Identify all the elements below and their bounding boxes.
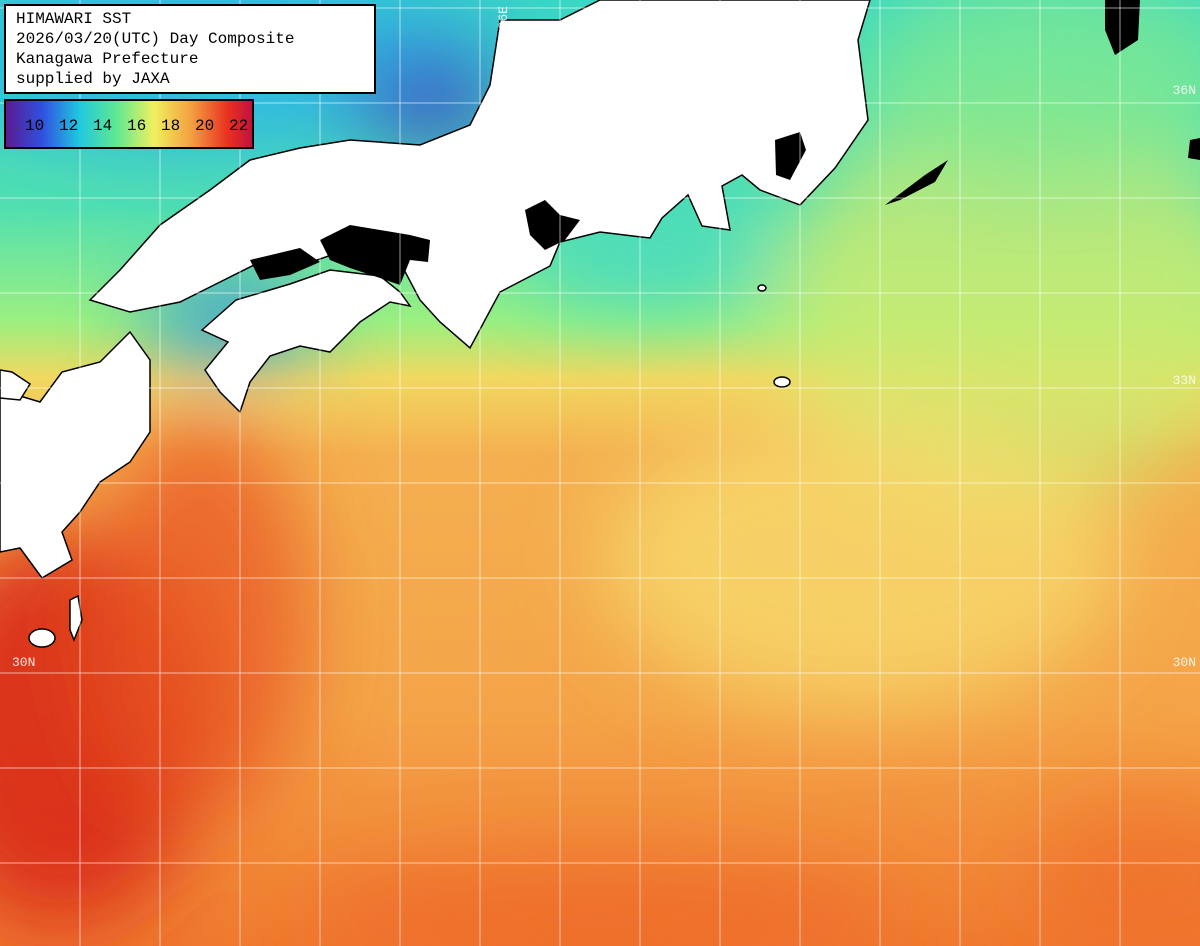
mask <box>250 248 320 280</box>
header-line: supplied by JAXA <box>16 70 170 88</box>
colorbar-label: 20 <box>195 117 214 135</box>
lon-label: 136E <box>496 6 511 37</box>
colorbar <box>4 99 254 149</box>
island <box>28 628 56 648</box>
colorbar-label: 16 <box>127 117 146 135</box>
island <box>773 376 791 388</box>
mask <box>320 225 430 285</box>
colorbar-label: 10 <box>25 117 44 135</box>
mask <box>1188 138 1200 160</box>
colorbar-label: 14 <box>93 117 112 135</box>
island <box>69 594 83 643</box>
lat-label: 36N <box>1173 83 1196 98</box>
header: HIMAWARI SST 2026/03/20(UTC) Day Composit… <box>16 10 294 88</box>
cloud-mask <box>250 0 1200 285</box>
island <box>0 369 32 401</box>
header-line: HIMAWARI SST <box>16 10 131 28</box>
mask <box>775 132 806 180</box>
header-box <box>4 4 376 94</box>
kyushu <box>0 330 151 579</box>
lat-label: 30N <box>1173 655 1196 670</box>
colorbar-label: 22 <box>229 117 248 135</box>
mask <box>1105 0 1140 55</box>
lat-label: 30N <box>12 655 35 670</box>
colorbar-label: 12 <box>59 117 78 135</box>
mask <box>885 160 948 205</box>
colorbar-label: 18 <box>161 117 180 135</box>
island <box>757 284 767 292</box>
lat-label: 33N <box>1173 373 1196 388</box>
mask <box>525 200 580 250</box>
header-line: 2026/03/20(UTC) Day Composite <box>16 30 294 48</box>
colorbar-labels: 10 12 14 16 18 20 22 <box>25 117 248 135</box>
header-line: Kanagawa Prefecture <box>16 50 198 68</box>
